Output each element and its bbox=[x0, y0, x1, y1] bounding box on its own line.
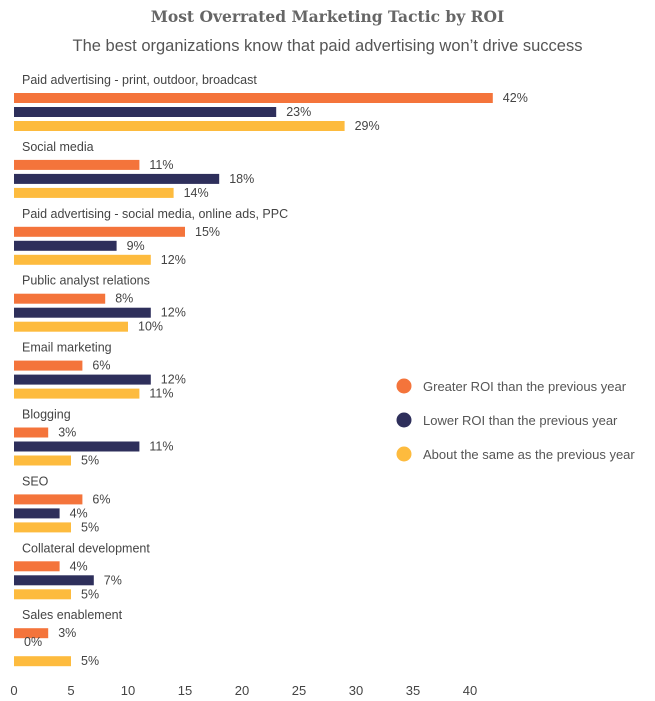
x-tick-label: 0 bbox=[10, 683, 17, 698]
bar bbox=[14, 360, 83, 371]
bar bbox=[14, 321, 128, 332]
bar bbox=[14, 628, 49, 639]
data-label: 4% bbox=[70, 506, 88, 520]
bar bbox=[14, 388, 140, 399]
bar bbox=[14, 455, 71, 466]
bar bbox=[14, 121, 345, 131]
data-label: 12% bbox=[161, 253, 186, 267]
legend-marker bbox=[396, 412, 412, 428]
x-tick-label: 25 bbox=[292, 683, 306, 698]
legend-label: Lower ROI than the previous year bbox=[423, 413, 618, 428]
data-label: 4% bbox=[70, 559, 88, 573]
x-tick-label: 30 bbox=[349, 683, 363, 698]
data-label: 10% bbox=[138, 320, 163, 334]
x-tick-label: 35 bbox=[406, 683, 420, 698]
bar bbox=[14, 173, 220, 184]
category-label: Paid advertising - print, outdoor, broad… bbox=[22, 73, 257, 87]
legend-marker bbox=[396, 446, 412, 462]
data-label: 8% bbox=[115, 292, 133, 306]
bar bbox=[14, 589, 71, 600]
data-label: 11% bbox=[149, 158, 173, 172]
bar bbox=[14, 187, 174, 198]
bar bbox=[14, 254, 151, 265]
data-label: 29% bbox=[355, 119, 380, 133]
chart-title: Most Overrated Marketing Tactic by ROI bbox=[150, 7, 505, 26]
x-tick-label: 20 bbox=[235, 683, 249, 698]
bar bbox=[14, 240, 117, 251]
bar bbox=[14, 508, 60, 519]
bar bbox=[14, 107, 277, 117]
bar bbox=[14, 441, 140, 452]
data-label: 15% bbox=[195, 225, 220, 239]
data-label: 5% bbox=[81, 520, 99, 534]
bar bbox=[14, 522, 71, 533]
legend-label: About the same as the previous year bbox=[423, 447, 635, 462]
bar bbox=[14, 159, 140, 170]
data-label: 18% bbox=[229, 172, 254, 186]
bar bbox=[14, 561, 60, 572]
data-label: 23% bbox=[286, 105, 311, 119]
category-label: Sales enablement bbox=[22, 608, 123, 622]
data-label: 12% bbox=[161, 306, 186, 320]
bar bbox=[14, 93, 493, 103]
data-label: 7% bbox=[104, 573, 122, 587]
bar bbox=[14, 427, 49, 438]
legend-label: Greater ROI than the previous year bbox=[423, 379, 627, 394]
category-label: Email marketing bbox=[22, 341, 112, 355]
data-label: 9% bbox=[127, 239, 145, 253]
data-label: 11% bbox=[149, 440, 173, 454]
x-tick-label: 10 bbox=[121, 683, 135, 698]
data-label: 12% bbox=[161, 373, 186, 387]
data-label: 5% bbox=[81, 454, 99, 468]
chart-subtitle: The best organizations know that paid ad… bbox=[72, 37, 583, 55]
bar bbox=[14, 656, 71, 667]
category-label: Public analyst relations bbox=[22, 274, 150, 288]
category-label: Social media bbox=[22, 140, 94, 154]
x-tick-label: 15 bbox=[178, 683, 192, 698]
data-label: 0% bbox=[24, 635, 42, 649]
data-label: 6% bbox=[92, 359, 110, 373]
category-label: Blogging bbox=[22, 408, 71, 422]
x-tick-label: 5 bbox=[67, 683, 74, 698]
data-label: 14% bbox=[184, 186, 209, 200]
data-label: 3% bbox=[58, 626, 76, 640]
category-label: SEO bbox=[22, 474, 49, 488]
bar bbox=[14, 494, 83, 505]
bar bbox=[14, 374, 151, 385]
legend-marker bbox=[396, 378, 412, 394]
data-label: 5% bbox=[81, 654, 99, 668]
data-label: 11% bbox=[149, 387, 173, 401]
data-label: 3% bbox=[58, 426, 76, 440]
bar bbox=[14, 307, 151, 318]
category-label: Collateral development bbox=[22, 541, 150, 555]
x-tick-label: 40 bbox=[463, 683, 477, 698]
data-label: 6% bbox=[92, 492, 110, 506]
bar bbox=[14, 293, 106, 304]
category-label: Paid advertising - social media, online … bbox=[22, 207, 288, 221]
bar bbox=[14, 226, 185, 237]
bar bbox=[14, 575, 94, 586]
data-label: 5% bbox=[81, 587, 99, 601]
data-label: 42% bbox=[503, 91, 528, 105]
